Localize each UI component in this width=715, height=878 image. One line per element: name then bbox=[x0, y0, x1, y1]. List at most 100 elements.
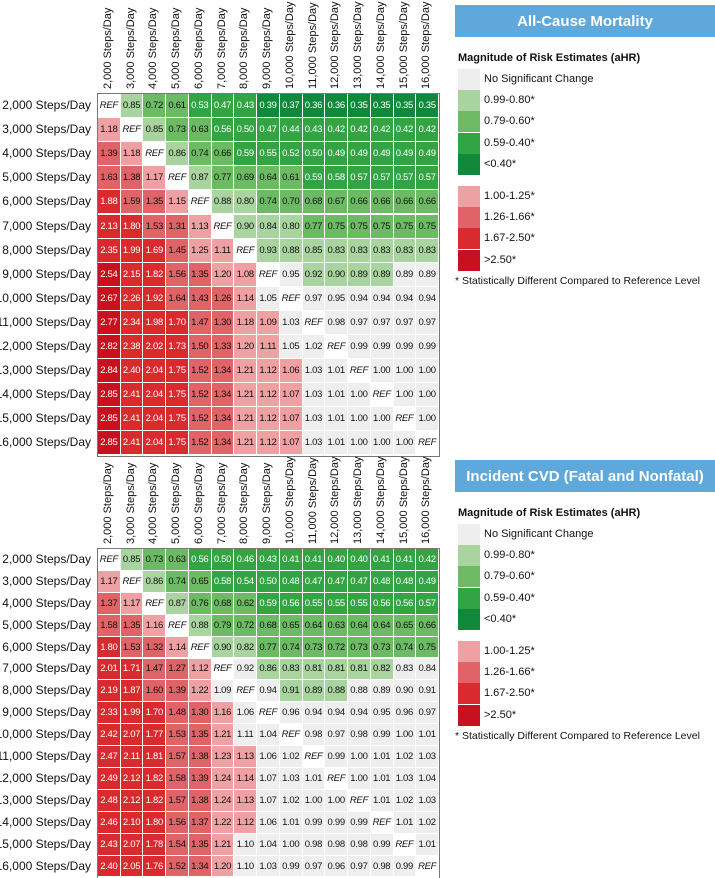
heatmap-cell: 0.99 bbox=[302, 811, 326, 834]
heatmap-cell: 1.00 bbox=[416, 407, 439, 432]
heatmap-cell: 0.86 bbox=[143, 570, 167, 593]
row-label: 13,000 Steps/Day bbox=[0, 363, 91, 378]
heatmap-cell: 0.47 bbox=[325, 570, 349, 593]
heatmap-cell: REF bbox=[325, 768, 349, 790]
heatmap-cell: 1.00 bbox=[348, 746, 371, 768]
heatmap-cell: 0.66 bbox=[393, 190, 417, 215]
heatmap-cell: 0.47 bbox=[302, 570, 326, 593]
row-label: 9,000 Steps/Day bbox=[2, 705, 91, 720]
heatmap-cell: 0.49 bbox=[370, 142, 394, 167]
legend-label: 0.59-0.40* bbox=[484, 591, 535, 604]
heatmap-cell: 0.57 bbox=[393, 166, 417, 191]
heatmap-cell: 1.99 bbox=[120, 238, 144, 263]
heatmap-cell: 1.80 bbox=[143, 811, 167, 834]
column-label: 2,000 Steps/Day bbox=[102, 462, 114, 544]
row-label: 12,000 Steps/Day bbox=[0, 339, 91, 354]
heatmap-cell: 2.13 bbox=[98, 214, 121, 239]
heatmap-cell: 1.01 bbox=[370, 789, 394, 812]
heatmap-cell: 0.98 bbox=[325, 310, 349, 335]
heatmap-cell: 0.92 bbox=[302, 262, 326, 287]
legend-label: 1.26-1.66* bbox=[484, 211, 535, 224]
heatmap-cell: 1.58 bbox=[98, 614, 121, 637]
heatmap-cell: 0.98 bbox=[348, 833, 371, 856]
row-label: 11,000 Steps/Day bbox=[0, 314, 91, 329]
heatmap-cell: 1.04 bbox=[257, 833, 280, 856]
heatmap-cell: 1.00 bbox=[325, 789, 349, 812]
heatmap-cell: 0.80 bbox=[279, 214, 303, 239]
heatmap-cell: 0.64 bbox=[370, 614, 394, 637]
heatmap-cell: 2.05 bbox=[120, 855, 144, 878]
heatmap-cell: 2.38 bbox=[120, 335, 144, 360]
heatmap-cell: 0.89 bbox=[370, 680, 394, 703]
heatmap-cell: 1.11 bbox=[211, 238, 235, 263]
legend-swatch bbox=[458, 153, 480, 175]
heatmap-cell: 0.83 bbox=[279, 658, 303, 681]
heatmap-cell: 1.47 bbox=[188, 310, 212, 335]
heatmap-cell: 0.69 bbox=[234, 166, 258, 191]
heatmap-cell: 0.99 bbox=[416, 335, 439, 360]
heatmap-cell: 1.02 bbox=[393, 746, 417, 768]
heatmap-cell: 1.53 bbox=[120, 636, 144, 659]
heatmap-cell: 1.01 bbox=[325, 407, 349, 432]
heatmap-cell: REF bbox=[188, 190, 212, 215]
heatmap-cell: 0.49 bbox=[348, 142, 371, 167]
row-label: 4,000 Steps/Day bbox=[2, 595, 91, 610]
heatmap-cell: 1.17 bbox=[143, 166, 167, 191]
row-label: 16,000 Steps/Day bbox=[0, 858, 91, 873]
heatmap-cell: 0.90 bbox=[325, 262, 349, 287]
heatmap-cell: 1.03 bbox=[302, 359, 326, 384]
heatmap-cell: 0.96 bbox=[325, 855, 349, 878]
heatmap-cell: 1.20 bbox=[234, 335, 258, 360]
heatmap-cell: 1.35 bbox=[120, 614, 144, 637]
heatmap-cell: 0.77 bbox=[302, 214, 326, 239]
legend-label: 1.00-1.25* bbox=[484, 190, 535, 202]
heatmap-cell: 0.98 bbox=[370, 855, 394, 878]
heatmap-cell: 0.73 bbox=[166, 118, 189, 143]
legend-label: 0.79-0.60* bbox=[484, 115, 535, 128]
heatmap-cell: 1.34 bbox=[188, 855, 212, 878]
heatmap-cell: REF bbox=[302, 746, 326, 768]
heatmap-cell: 1.17 bbox=[120, 592, 144, 615]
legend-swatch bbox=[458, 132, 480, 154]
heatmap-cell: 0.42 bbox=[348, 118, 371, 143]
column-label: 10,000 Steps/Day bbox=[283, 456, 296, 544]
heatmap-cell: REF bbox=[302, 310, 326, 335]
heatmap-cell: 1.52 bbox=[188, 407, 212, 432]
heatmap-cell: 1.82 bbox=[143, 262, 167, 287]
heatmap-cell: REF bbox=[166, 166, 189, 191]
heatmap-cell: 1.24 bbox=[211, 768, 235, 790]
heatmap-cell: 0.65 bbox=[188, 570, 212, 593]
heatmap-cell: 1.12 bbox=[257, 359, 280, 384]
legend-label: 0.99-0.80* bbox=[484, 94, 535, 107]
heatmap-cell: 0.94 bbox=[416, 286, 439, 311]
heatmap-cell: 1.82 bbox=[143, 768, 167, 790]
heatmap-cell: 1.23 bbox=[211, 746, 235, 768]
heatmap-cell: 0.49 bbox=[416, 142, 439, 167]
heatmap-cell: REF bbox=[348, 789, 371, 812]
heatmap-cell: 0.50 bbox=[257, 570, 280, 593]
heatmap-cell: 1.12 bbox=[188, 658, 212, 681]
heatmap-cell: 2.10 bbox=[120, 811, 144, 834]
heatmap-cell: 1.39 bbox=[166, 680, 189, 703]
heatmap-cell: 1.10 bbox=[234, 855, 258, 878]
heatmap-cell: 0.74 bbox=[257, 190, 280, 215]
heatmap-cell: 1.01 bbox=[325, 431, 349, 456]
heatmap-cell: 2.41 bbox=[120, 383, 144, 408]
heatmap-cell: 0.40 bbox=[348, 549, 371, 571]
row-label: 14,000 Steps/Day bbox=[0, 387, 91, 402]
heatmap-cell: 1.92 bbox=[143, 286, 167, 311]
heatmap-cell: 1.03 bbox=[302, 431, 326, 456]
heatmap-cell: 1.01 bbox=[325, 383, 349, 408]
heatmap-cell: 0.99 bbox=[325, 811, 349, 834]
heatmap-cell: 1.11 bbox=[257, 335, 280, 360]
row-label: 8,000 Steps/Day bbox=[2, 242, 91, 257]
heatmap-cell: 1.35 bbox=[188, 724, 212, 747]
legend-header: All-Cause Mortality bbox=[455, 5, 715, 37]
heatmap-cell: 0.97 bbox=[416, 310, 439, 335]
heatmap-cell: 0.83 bbox=[393, 658, 417, 681]
row-label: 11,000 Steps/Day bbox=[0, 749, 91, 764]
heatmap-cell: 0.85 bbox=[302, 238, 326, 263]
heatmap-cell: 2.41 bbox=[120, 431, 144, 456]
heatmap-cell: 1.03 bbox=[302, 407, 326, 432]
column-label: 2,000 Steps/Day bbox=[102, 7, 114, 89]
